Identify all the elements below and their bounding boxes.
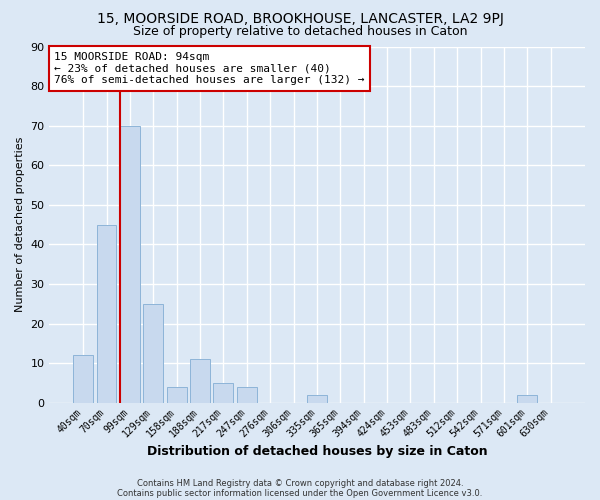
Y-axis label: Number of detached properties: Number of detached properties bbox=[15, 137, 25, 312]
Text: Contains public sector information licensed under the Open Government Licence v3: Contains public sector information licen… bbox=[118, 488, 482, 498]
Bar bbox=[97, 224, 116, 403]
X-axis label: Distribution of detached houses by size in Caton: Distribution of detached houses by size … bbox=[146, 444, 487, 458]
Bar bbox=[307, 395, 327, 403]
Bar bbox=[167, 387, 187, 403]
Text: 15, MOORSIDE ROAD, BROOKHOUSE, LANCASTER, LA2 9PJ: 15, MOORSIDE ROAD, BROOKHOUSE, LANCASTER… bbox=[97, 12, 503, 26]
Bar bbox=[237, 387, 257, 403]
Bar bbox=[214, 383, 233, 403]
Text: Contains HM Land Registry data © Crown copyright and database right 2024.: Contains HM Land Registry data © Crown c… bbox=[137, 478, 463, 488]
Text: 15 MOORSIDE ROAD: 94sqm
← 23% of detached houses are smaller (40)
76% of semi-de: 15 MOORSIDE ROAD: 94sqm ← 23% of detache… bbox=[54, 52, 365, 85]
Bar bbox=[120, 126, 140, 403]
Text: Size of property relative to detached houses in Caton: Size of property relative to detached ho… bbox=[133, 25, 467, 38]
Bar bbox=[143, 304, 163, 403]
Bar bbox=[73, 356, 93, 403]
Bar bbox=[517, 395, 537, 403]
Bar bbox=[190, 359, 210, 403]
